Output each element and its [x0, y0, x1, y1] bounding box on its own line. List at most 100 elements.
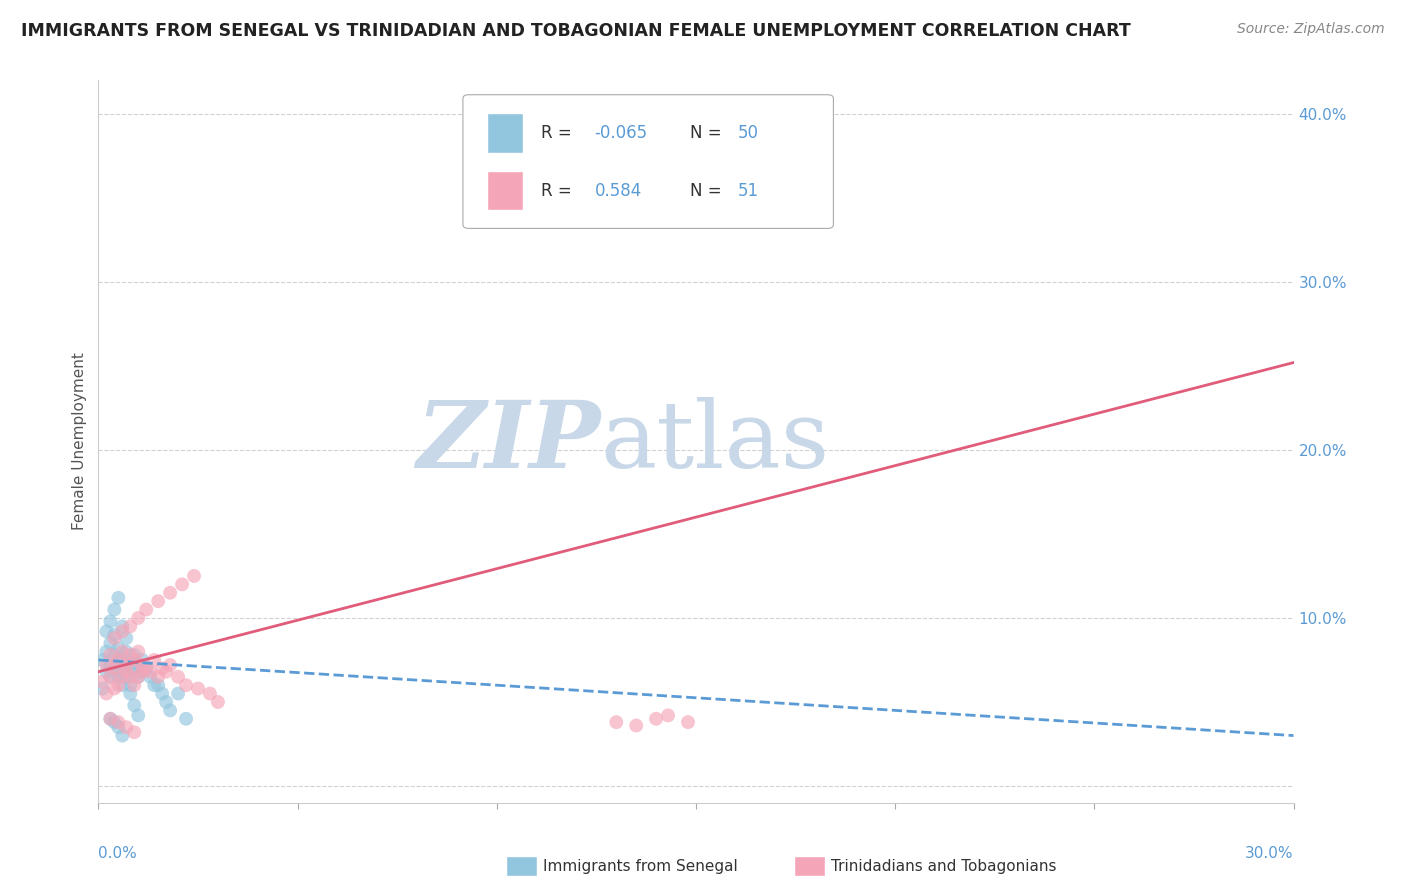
Point [111, 665, 134, 679]
Point [107, 670, 129, 684]
Text: 0.0%: 0.0% [98, 847, 138, 861]
Point [120, 665, 142, 679]
Point [626, 718, 648, 732]
Point [115, 644, 138, 658]
Point [111, 678, 134, 692]
Point [187, 681, 209, 696]
Point [120, 653, 142, 667]
Point [103, 648, 125, 662]
Point [207, 695, 229, 709]
FancyBboxPatch shape [463, 95, 834, 228]
FancyBboxPatch shape [486, 112, 523, 153]
Point [107, 641, 129, 656]
Text: R =: R = [541, 124, 576, 142]
Y-axis label: Female Unemployment: Female Unemployment [72, 352, 87, 531]
FancyBboxPatch shape [486, 170, 523, 211]
Point [657, 708, 679, 723]
Point [155, 695, 177, 709]
Text: 50: 50 [738, 124, 759, 142]
Point [91, 681, 114, 696]
Point [111, 729, 134, 743]
Point [98, 615, 122, 629]
Point [150, 687, 173, 701]
Point [124, 653, 146, 667]
Point [115, 720, 138, 734]
Point [120, 678, 142, 692]
Point [120, 687, 142, 701]
Point [103, 628, 125, 642]
Point [115, 665, 138, 679]
Point [98, 670, 122, 684]
Text: Source: ZipAtlas.com: Source: ZipAtlas.com [1237, 22, 1385, 37]
Text: 0.584: 0.584 [595, 182, 641, 200]
Point [139, 670, 162, 684]
Point [107, 715, 129, 730]
Text: -0.065: -0.065 [595, 124, 648, 142]
Point [111, 653, 134, 667]
Point [98, 648, 122, 662]
Point [96, 644, 118, 658]
Point [96, 624, 118, 639]
Point [167, 670, 190, 684]
Point [131, 653, 153, 667]
Point [107, 653, 129, 667]
Point [98, 670, 122, 684]
Point [131, 665, 153, 679]
Point [167, 687, 190, 701]
Point [127, 708, 149, 723]
Point [127, 670, 149, 684]
Point [172, 577, 194, 591]
Point [131, 658, 153, 673]
Point [148, 678, 170, 692]
Point [143, 678, 166, 692]
Point [120, 670, 142, 684]
Point [148, 594, 170, 608]
Point [107, 591, 129, 605]
Point [198, 687, 221, 701]
Point [676, 715, 699, 730]
Point [111, 670, 134, 684]
Text: N =: N = [690, 182, 727, 200]
Text: Trinidadians and Tobagonians: Trinidadians and Tobagonians [831, 859, 1056, 873]
Point [605, 715, 627, 730]
Point [96, 687, 118, 701]
Point [107, 678, 129, 692]
Point [107, 653, 129, 667]
Text: N =: N = [690, 124, 727, 142]
Point [103, 681, 125, 696]
Point [135, 661, 157, 675]
Point [159, 586, 181, 600]
Point [159, 658, 181, 673]
Point [124, 648, 146, 662]
Point [124, 678, 146, 692]
Point [111, 619, 134, 633]
Text: atlas: atlas [600, 397, 830, 486]
Point [124, 698, 146, 713]
Point [174, 678, 197, 692]
Point [174, 712, 197, 726]
Point [139, 665, 162, 679]
Point [107, 720, 129, 734]
Point [127, 670, 149, 684]
Point [115, 658, 138, 673]
Point [103, 661, 125, 675]
Point [98, 712, 122, 726]
Point [91, 674, 114, 689]
Point [111, 624, 134, 639]
Text: Immigrants from Senegal: Immigrants from Senegal [543, 859, 738, 873]
Point [131, 665, 153, 679]
Point [115, 658, 138, 673]
Point [115, 670, 138, 684]
Point [124, 725, 146, 739]
Point [150, 661, 173, 675]
Point [103, 631, 125, 645]
Point [155, 665, 177, 679]
Point [98, 658, 122, 673]
Point [159, 703, 181, 717]
Point [135, 661, 157, 675]
Point [115, 631, 138, 645]
Text: ZIP: ZIP [416, 397, 600, 486]
Point [103, 602, 125, 616]
Point [103, 661, 125, 675]
Text: IMMIGRANTS FROM SENEGAL VS TRINIDADIAN AND TOBAGONIAN FEMALE UNEMPLOYMENT CORREL: IMMIGRANTS FROM SENEGAL VS TRINIDADIAN A… [21, 22, 1130, 40]
